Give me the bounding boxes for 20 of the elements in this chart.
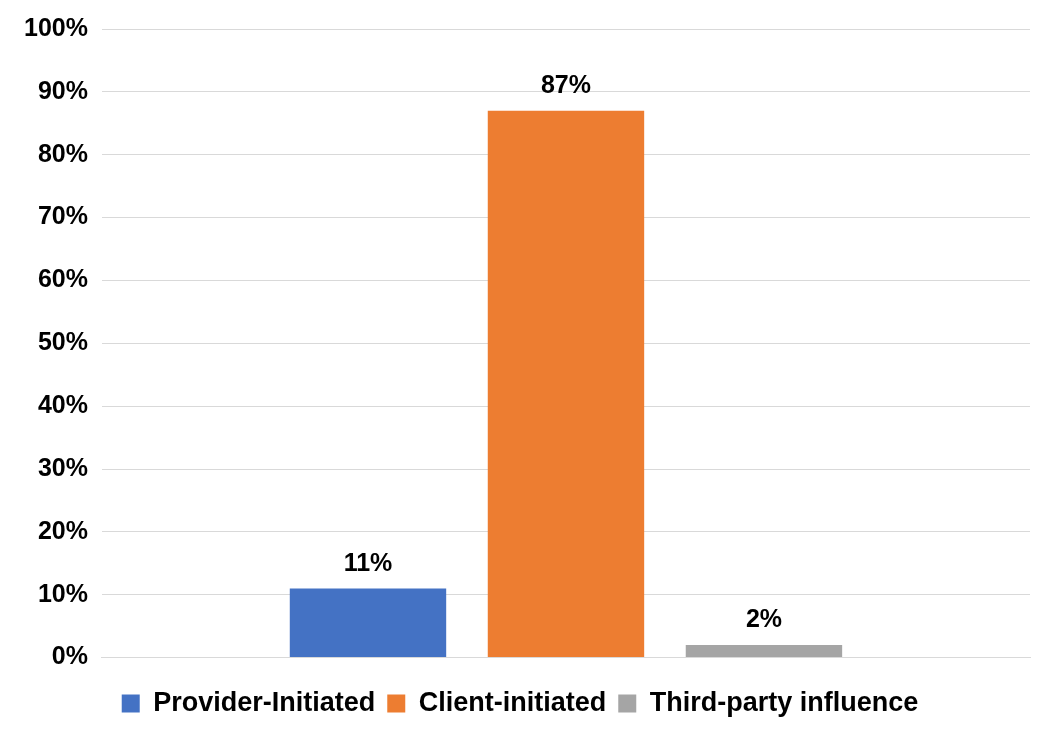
legend-label: Provider-Initiated [153,686,376,717]
data-label: 2% [745,604,783,633]
y-tick-label: 30% [37,452,88,481]
legend-label: Third-party influence [649,686,919,717]
bar [685,645,843,658]
bar [487,110,645,658]
data-label: 11% [343,547,393,576]
y-tick-label: 60% [37,264,88,293]
y-tick-label: 90% [37,75,88,104]
y-tick-label: 80% [37,138,88,167]
legend-label: Client-initiated [418,686,607,717]
y-tick-label: 10% [37,578,88,607]
y-tick-label: 100% [23,12,88,41]
y-tick-label: 70% [37,201,88,230]
y-tick-label: 40% [37,390,88,419]
y-tick-label: 50% [37,327,88,356]
bar [289,588,447,658]
y-tick-label: 0% [51,641,88,670]
y-tick-label: 20% [37,515,88,544]
data-label: 87% [540,70,591,99]
